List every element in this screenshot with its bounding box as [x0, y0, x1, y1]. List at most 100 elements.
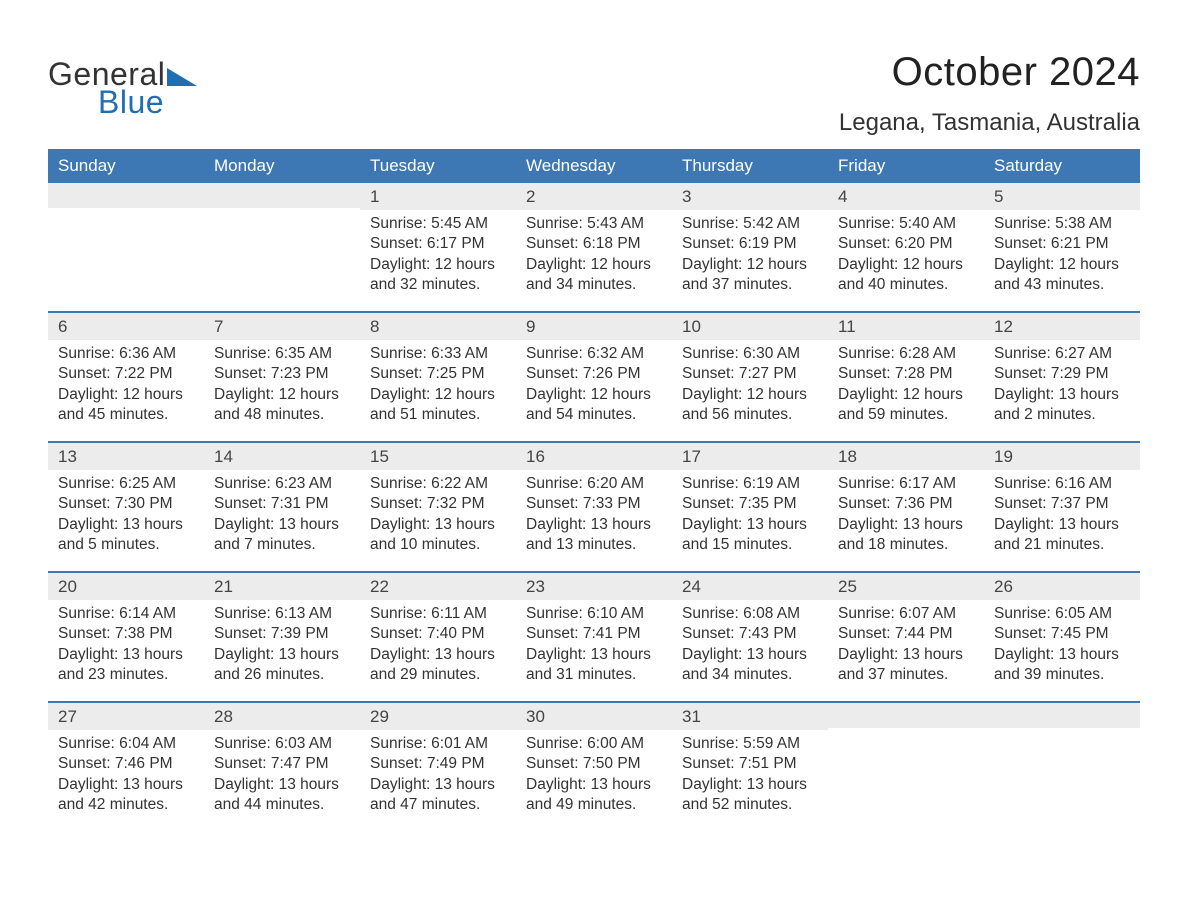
day-number: 17 — [672, 443, 828, 470]
sunset-text: Sunset: 6:20 PM — [838, 234, 974, 254]
month-title: October 2024 — [839, 50, 1140, 95]
location: Legana, Tasmania, Australia — [839, 109, 1140, 137]
day-details: Sunrise: 6:36 AMSunset: 7:22 PMDaylight:… — [48, 340, 204, 426]
day-number: 23 — [516, 573, 672, 600]
day-number: 12 — [984, 313, 1140, 340]
day-header: Friday — [828, 149, 984, 183]
sunrise-text: Sunrise: 6:28 AM — [838, 344, 974, 364]
daylight-text: Daylight: 12 hours and 34 minutes. — [526, 255, 662, 296]
daylight-text: Daylight: 13 hours and 49 minutes. — [526, 775, 662, 816]
weeks-container: 1Sunrise: 5:45 AMSunset: 6:17 PMDaylight… — [48, 183, 1140, 831]
daylight-text: Daylight: 13 hours and 37 minutes. — [838, 645, 974, 686]
day-details: Sunrise: 6:11 AMSunset: 7:40 PMDaylight:… — [360, 600, 516, 686]
sunrise-text: Sunrise: 6:05 AM — [994, 604, 1130, 624]
sunrise-text: Sunrise: 6:14 AM — [58, 604, 194, 624]
sunset-text: Sunset: 7:50 PM — [526, 754, 662, 774]
day-number: 29 — [360, 703, 516, 730]
calendar-day: 3Sunrise: 5:42 AMSunset: 6:19 PMDaylight… — [672, 183, 828, 311]
calendar-day: 27Sunrise: 6:04 AMSunset: 7:46 PMDayligh… — [48, 703, 204, 831]
day-details: Sunrise: 5:45 AMSunset: 6:17 PMDaylight:… — [360, 210, 516, 296]
sunset-text: Sunset: 6:21 PM — [994, 234, 1130, 254]
sunrise-text: Sunrise: 6:16 AM — [994, 474, 1130, 494]
calendar-day — [204, 183, 360, 311]
day-details: Sunrise: 6:25 AMSunset: 7:30 PMDaylight:… — [48, 470, 204, 556]
sunrise-text: Sunrise: 6:00 AM — [526, 734, 662, 754]
day-number: 10 — [672, 313, 828, 340]
daylight-text: Daylight: 13 hours and 21 minutes. — [994, 515, 1130, 556]
day-number: 31 — [672, 703, 828, 730]
daylight-text: Daylight: 13 hours and 18 minutes. — [838, 515, 974, 556]
daylight-text: Daylight: 13 hours and 13 minutes. — [526, 515, 662, 556]
day-details: Sunrise: 6:20 AMSunset: 7:33 PMDaylight:… — [516, 470, 672, 556]
day-number: 14 — [204, 443, 360, 470]
daylight-text: Daylight: 13 hours and 39 minutes. — [994, 645, 1130, 686]
day-number: 15 — [360, 443, 516, 470]
day-details: Sunrise: 5:40 AMSunset: 6:20 PMDaylight:… — [828, 210, 984, 296]
day-number: 5 — [984, 183, 1140, 210]
sunrise-text: Sunrise: 6:36 AM — [58, 344, 194, 364]
day-number: 13 — [48, 443, 204, 470]
day-number: 9 — [516, 313, 672, 340]
sunrise-text: Sunrise: 5:40 AM — [838, 214, 974, 234]
calendar-day: 16Sunrise: 6:20 AMSunset: 7:33 PMDayligh… — [516, 443, 672, 571]
calendar-day: 11Sunrise: 6:28 AMSunset: 7:28 PMDayligh… — [828, 313, 984, 441]
calendar-day: 7Sunrise: 6:35 AMSunset: 7:23 PMDaylight… — [204, 313, 360, 441]
title-block: October 2024 Legana, Tasmania, Australia — [839, 50, 1140, 137]
daylight-text: Daylight: 13 hours and 2 minutes. — [994, 385, 1130, 426]
sunrise-text: Sunrise: 5:38 AM — [994, 214, 1130, 234]
logo: General Blue — [48, 58, 197, 121]
calendar-day: 17Sunrise: 6:19 AMSunset: 7:35 PMDayligh… — [672, 443, 828, 571]
daylight-text: Daylight: 13 hours and 23 minutes. — [58, 645, 194, 686]
calendar-day: 5Sunrise: 5:38 AMSunset: 6:21 PMDaylight… — [984, 183, 1140, 311]
daylight-text: Daylight: 13 hours and 47 minutes. — [370, 775, 506, 816]
calendar-day: 30Sunrise: 6:00 AMSunset: 7:50 PMDayligh… — [516, 703, 672, 831]
day-details: Sunrise: 5:59 AMSunset: 7:51 PMDaylight:… — [672, 730, 828, 816]
sunset-text: Sunset: 7:30 PM — [58, 494, 194, 514]
header: General Blue October 2024 Legana, Tasman… — [48, 50, 1140, 137]
daylight-text: Daylight: 12 hours and 59 minutes. — [838, 385, 974, 426]
sunrise-text: Sunrise: 6:13 AM — [214, 604, 350, 624]
day-details: Sunrise: 6:22 AMSunset: 7:32 PMDaylight:… — [360, 470, 516, 556]
day-number: 11 — [828, 313, 984, 340]
day-number: 28 — [204, 703, 360, 730]
sunset-text: Sunset: 7:36 PM — [838, 494, 974, 514]
daylight-text: Daylight: 12 hours and 37 minutes. — [682, 255, 818, 296]
calendar-day: 28Sunrise: 6:03 AMSunset: 7:47 PMDayligh… — [204, 703, 360, 831]
daylight-text: Daylight: 12 hours and 54 minutes. — [526, 385, 662, 426]
sunrise-text: Sunrise: 6:17 AM — [838, 474, 974, 494]
day-number: 22 — [360, 573, 516, 600]
day-details: Sunrise: 6:16 AMSunset: 7:37 PMDaylight:… — [984, 470, 1140, 556]
day-details: Sunrise: 5:38 AMSunset: 6:21 PMDaylight:… — [984, 210, 1140, 296]
calendar-day: 9Sunrise: 6:32 AMSunset: 7:26 PMDaylight… — [516, 313, 672, 441]
day-number: 21 — [204, 573, 360, 600]
sunset-text: Sunset: 7:38 PM — [58, 624, 194, 644]
day-details: Sunrise: 6:10 AMSunset: 7:41 PMDaylight:… — [516, 600, 672, 686]
daylight-text: Daylight: 13 hours and 5 minutes. — [58, 515, 194, 556]
calendar-day: 29Sunrise: 6:01 AMSunset: 7:49 PMDayligh… — [360, 703, 516, 831]
calendar-week: 20Sunrise: 6:14 AMSunset: 7:38 PMDayligh… — [48, 571, 1140, 701]
sunrise-text: Sunrise: 6:35 AM — [214, 344, 350, 364]
sunset-text: Sunset: 7:37 PM — [994, 494, 1130, 514]
sunset-text: Sunset: 7:29 PM — [994, 364, 1130, 384]
sunset-text: Sunset: 7:46 PM — [58, 754, 194, 774]
sunset-text: Sunset: 7:26 PM — [526, 364, 662, 384]
calendar-day: 25Sunrise: 6:07 AMSunset: 7:44 PMDayligh… — [828, 573, 984, 701]
day-details: Sunrise: 6:27 AMSunset: 7:29 PMDaylight:… — [984, 340, 1140, 426]
day-number — [984, 703, 1140, 728]
calendar-day — [828, 703, 984, 831]
daylight-text: Daylight: 12 hours and 32 minutes. — [370, 255, 506, 296]
day-number: 7 — [204, 313, 360, 340]
calendar-day: 23Sunrise: 6:10 AMSunset: 7:41 PMDayligh… — [516, 573, 672, 701]
sunrise-text: Sunrise: 6:08 AM — [682, 604, 818, 624]
day-header: Saturday — [984, 149, 1140, 183]
calendar-week: 27Sunrise: 6:04 AMSunset: 7:46 PMDayligh… — [48, 701, 1140, 831]
sunset-text: Sunset: 7:44 PM — [838, 624, 974, 644]
sunset-text: Sunset: 7:27 PM — [682, 364, 818, 384]
sunrise-text: Sunrise: 5:59 AM — [682, 734, 818, 754]
calendar-day: 1Sunrise: 5:45 AMSunset: 6:17 PMDaylight… — [360, 183, 516, 311]
calendar-day: 4Sunrise: 5:40 AMSunset: 6:20 PMDaylight… — [828, 183, 984, 311]
calendar-day: 14Sunrise: 6:23 AMSunset: 7:31 PMDayligh… — [204, 443, 360, 571]
calendar-week: 1Sunrise: 5:45 AMSunset: 6:17 PMDaylight… — [48, 183, 1140, 311]
sunrise-text: Sunrise: 6:20 AM — [526, 474, 662, 494]
day-header: Tuesday — [360, 149, 516, 183]
